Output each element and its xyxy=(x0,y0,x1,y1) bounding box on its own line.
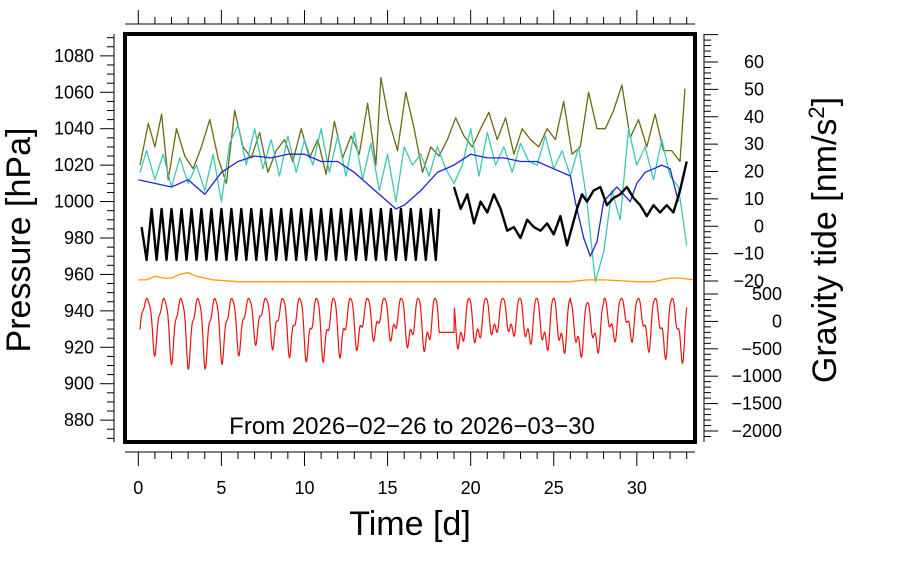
y-right-lower-tick-label: −1000 xyxy=(731,366,782,386)
x-tick-label: 10 xyxy=(294,478,314,498)
y-left-tick-label: 1080 xyxy=(54,46,94,66)
series-orange-line xyxy=(138,271,696,283)
y-right-upper-tick-label: 50 xyxy=(744,79,764,99)
y-right-lower-tick-label: −2000 xyxy=(731,421,782,441)
y-left-tick-label: 1060 xyxy=(54,82,94,102)
plot-frame xyxy=(123,32,697,444)
y-left-tick-label: 920 xyxy=(64,337,94,357)
y-right-upper-tick-label: 30 xyxy=(744,134,764,154)
y-axis-right-title-main: Gravity tide [nm/s xyxy=(806,119,844,384)
y-right-upper-tick-label: 20 xyxy=(744,162,764,182)
date-range-annotation: From 2026−02−26 to 2026−03−30 xyxy=(229,413,595,440)
y-left-tick-label: 1040 xyxy=(54,119,94,139)
y-axis-right-title: Gravity tide [nm/s2] xyxy=(804,97,844,383)
x-tick-label: 0 xyxy=(133,478,143,498)
series-turquoise-line xyxy=(139,124,688,283)
x-tick-label: 25 xyxy=(544,478,564,498)
x-tick-label: 30 xyxy=(627,478,647,498)
series-black-line-1 xyxy=(140,207,441,262)
series-layer xyxy=(138,77,696,371)
y-right-lower-tick-label: 0 xyxy=(772,311,782,331)
y-right-upper-tick-label: 60 xyxy=(744,52,764,72)
y-right-upper-tick-label: 40 xyxy=(744,107,764,127)
y-left-tick-label: 1000 xyxy=(54,192,94,212)
y-left-tick-label: 900 xyxy=(64,374,94,394)
x-tick-label: 5 xyxy=(216,478,226,498)
y-right-upper-tick-label: 10 xyxy=(744,189,764,209)
y-left-tick-label: 1020 xyxy=(54,155,94,175)
y-right-lower-tick-label: −500 xyxy=(741,339,782,359)
y-left-tick-label: 880 xyxy=(64,410,94,430)
x-axis-title: Time [d] xyxy=(349,505,471,543)
y-axis-right-title-sup: 2 xyxy=(804,106,829,118)
y-axis-right-title-end: ] xyxy=(806,97,844,106)
y-axis-left-title: Pressure [hPa] xyxy=(0,128,38,353)
y-left-tick-label: 960 xyxy=(64,264,94,284)
series-black-line-2 xyxy=(452,161,688,247)
x-tick-label: 20 xyxy=(461,478,481,498)
x-tick-label: 15 xyxy=(378,478,398,498)
y-right-upper-tick-label: −20 xyxy=(733,271,764,291)
y-right-lower-tick-label: 500 xyxy=(752,284,782,304)
y-left-tick-label: 940 xyxy=(64,301,94,321)
series-olive-line xyxy=(139,77,686,185)
y-right-lower-tick-label: −1500 xyxy=(731,394,782,414)
y-right-upper-tick-label: −10 xyxy=(733,244,764,264)
y-right-upper-tick-label: 0 xyxy=(754,216,764,236)
axes-layer: 0 5 10 15 20 25 308809009209409609801000102010… xyxy=(54,10,782,498)
series-red-line xyxy=(139,297,688,371)
y-left-tick-label: 980 xyxy=(64,228,94,248)
